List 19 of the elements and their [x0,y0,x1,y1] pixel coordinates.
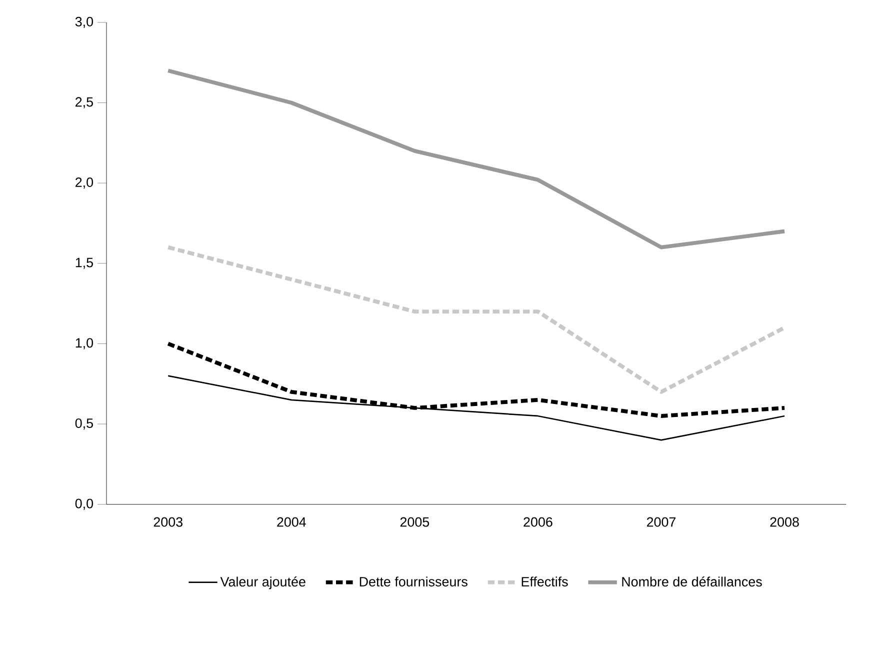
y-tick-label: 1,5 [76,258,93,269]
y-tick-label: 1,0 [76,338,94,350]
y-tick-label: 3,0 [75,16,94,28]
x-tick-label: 2007 [646,517,676,527]
y-tick-label: 0,5 [75,418,93,430]
legend-label: Dette fournisseurs [360,576,468,586]
y-tick-label: 2,5 [76,97,93,108]
y-tick-label: 0,0 [75,498,94,510]
line-series [166,245,786,394]
legend-label: Valeur ajoutée [220,576,306,590]
x-tick-label: 2004 [277,517,306,527]
line-series [166,68,786,250]
y-tick-label: 2,0 [76,177,94,189]
legend-label: Effectifs [522,576,568,586]
x-tick-label: 2006 [524,517,552,527]
legend-label: Nombre de défaillances [622,576,762,586]
x-tick-label: 2003 [154,517,182,527]
x-tick-label: 2008 [770,517,799,527]
x-tick-label: 2005 [400,517,430,527]
